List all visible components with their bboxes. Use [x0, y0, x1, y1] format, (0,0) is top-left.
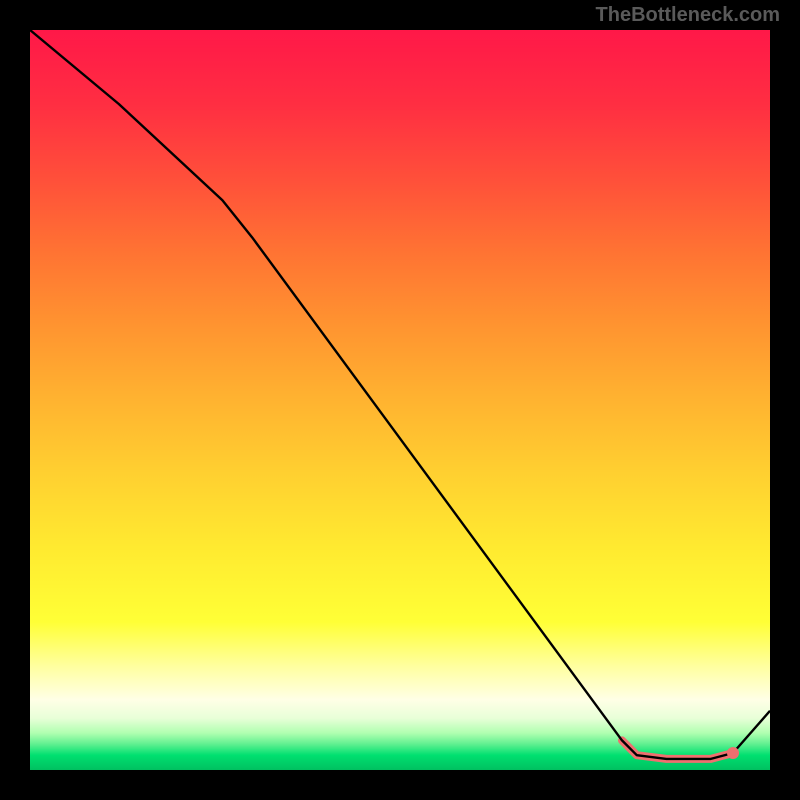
watermark-text: TheBottleneck.com — [596, 4, 780, 27]
chart-overlay — [30, 30, 770, 770]
bottleneck-line — [30, 30, 770, 759]
plot-area — [30, 30, 770, 770]
optimum-marker — [727, 747, 739, 759]
